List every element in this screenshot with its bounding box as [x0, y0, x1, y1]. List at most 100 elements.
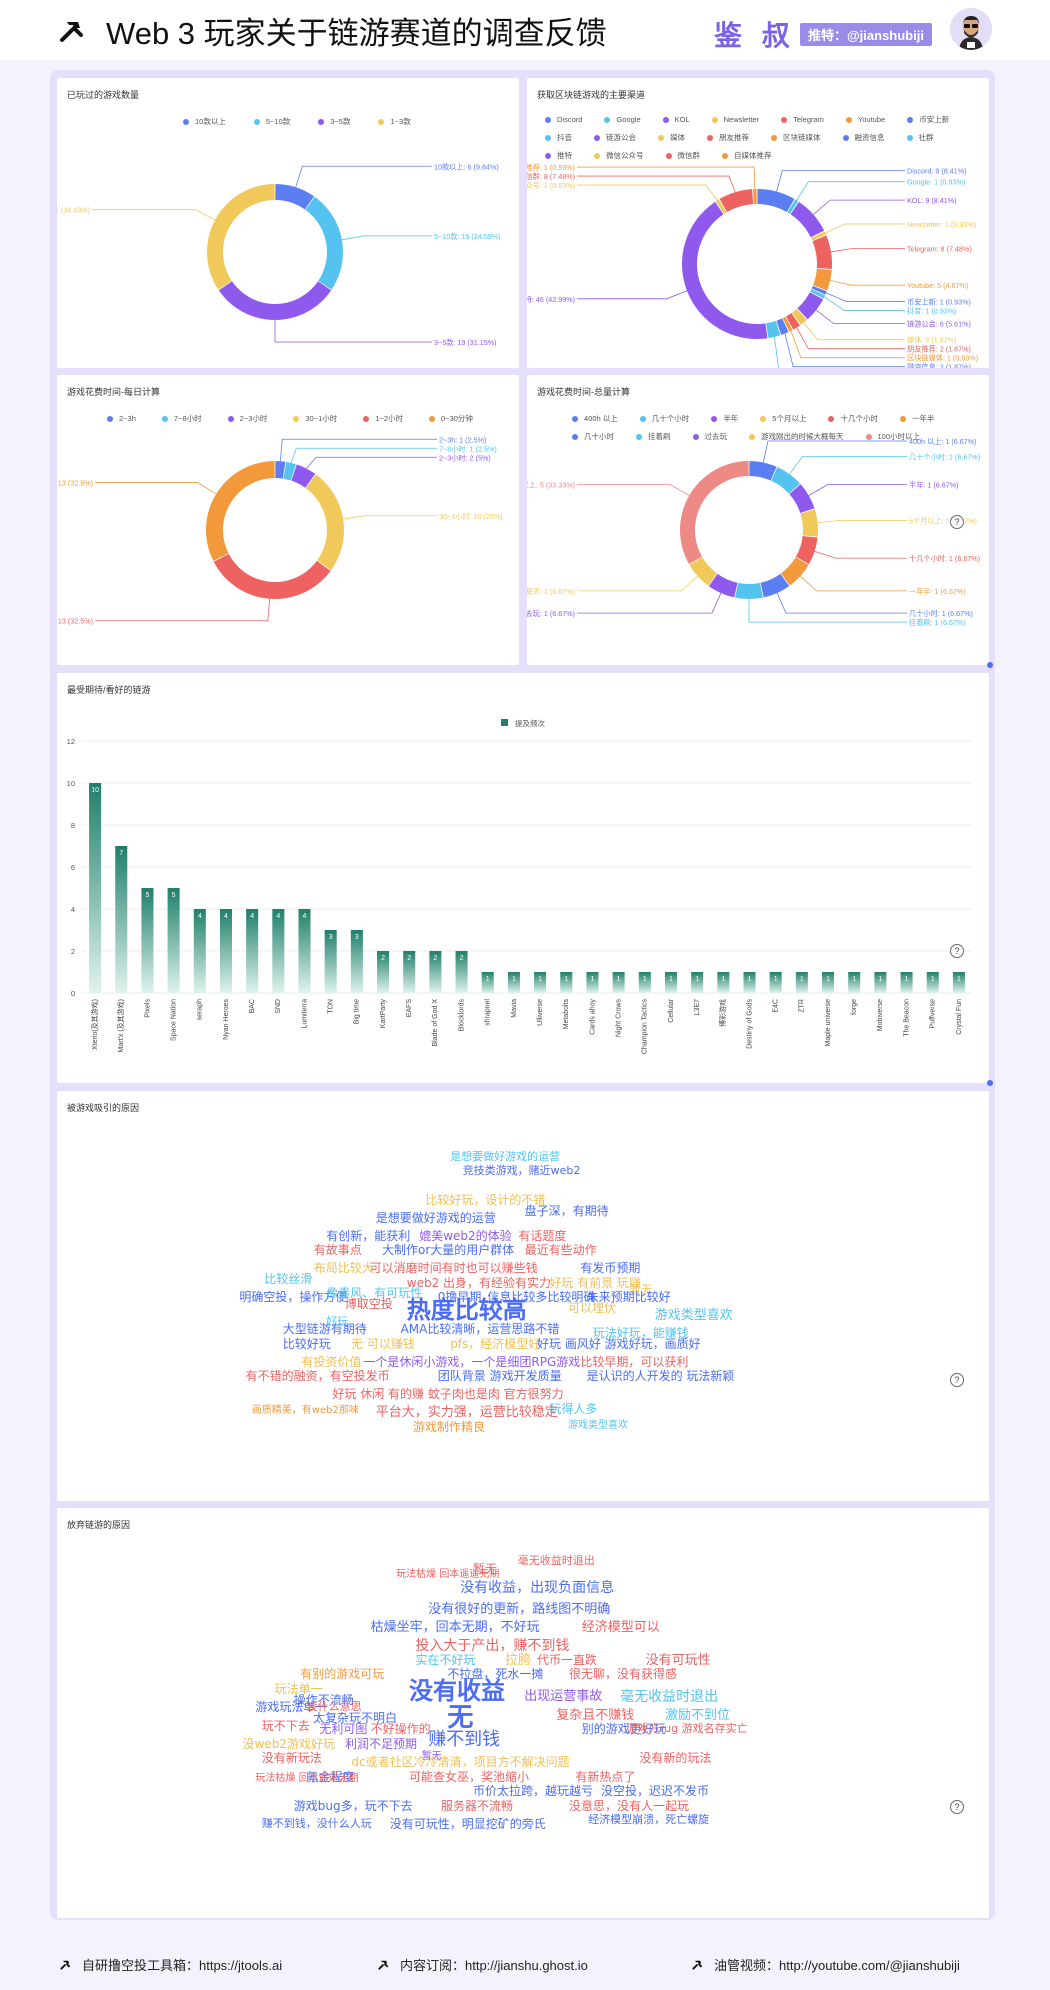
legend-item[interactable]: 几十个小时 — [639, 413, 689, 424]
legend-item[interactable]: Telegram — [781, 114, 824, 125]
donut-slice[interactable] — [800, 509, 818, 537]
donut-slice[interactable] — [782, 316, 793, 332]
bar[interactable] — [586, 972, 599, 993]
legend-item[interactable]: 币安上新 — [907, 114, 949, 125]
donut-slice[interactable] — [786, 313, 801, 330]
legend-item[interactable]: 7~8小时 — [161, 413, 202, 424]
legend-item[interactable]: 链游公会 — [594, 132, 636, 143]
bar[interactable] — [795, 972, 808, 993]
help-icon[interactable]: ? — [950, 1800, 964, 1814]
bar[interactable] — [298, 909, 311, 993]
twitter-handle-badge[interactable]: 推特：@jianshubiji — [800, 23, 932, 46]
legend-item[interactable]: 微信群 — [665, 150, 700, 161]
bar[interactable] — [455, 951, 468, 993]
bar[interactable] — [822, 972, 835, 993]
bar[interactable] — [638, 972, 651, 993]
bar[interactable] — [141, 888, 154, 993]
donut-slice[interactable] — [812, 235, 832, 270]
bar[interactable] — [272, 909, 285, 993]
donut-slice[interactable] — [811, 231, 827, 241]
bar[interactable] — [115, 846, 128, 993]
donut-slice[interactable] — [776, 318, 789, 335]
donut-slice[interactable] — [283, 461, 296, 481]
bar[interactable] — [874, 972, 887, 993]
legend-item[interactable]: 挂着刷 — [636, 431, 671, 442]
donut-slice[interactable] — [305, 474, 344, 571]
legend-item[interactable]: 社群 — [906, 132, 934, 143]
donut-slice[interactable] — [771, 467, 800, 494]
donut-slice[interactable] — [735, 582, 763, 599]
legend-item[interactable]: 400h 以上 — [572, 413, 618, 424]
bar[interactable] — [89, 783, 102, 993]
legend-item[interactable]: 几十小时 — [572, 431, 614, 442]
legend-item[interactable]: KOL — [662, 114, 690, 125]
legend-item[interactable]: 融资信息 — [842, 132, 885, 143]
legend-item[interactable]: 推特 — [545, 150, 572, 161]
footer-link-youtube[interactable]: 油管视频：http://youtube.com/@jianshubiji — [690, 1955, 960, 1974]
donut-slice[interactable] — [791, 308, 807, 325]
donut-slice[interactable] — [708, 573, 738, 598]
bar[interactable] — [691, 972, 704, 993]
legend-item[interactable]: 十几个小时 — [828, 413, 878, 424]
donut-slice[interactable] — [719, 189, 754, 213]
bar[interactable] — [717, 972, 730, 993]
donut-slice[interactable] — [789, 484, 815, 514]
legend-item[interactable]: 5~10款 — [253, 116, 290, 127]
bar[interactable] — [769, 972, 782, 993]
donut-slice[interactable] — [680, 461, 749, 565]
donut-slice[interactable] — [811, 285, 827, 295]
legend-item[interactable]: 2~3小时 — [227, 413, 267, 424]
bar[interactable] — [377, 951, 390, 993]
bar[interactable] — [481, 972, 494, 993]
donut-slice[interactable] — [206, 184, 275, 290]
legend-item[interactable]: 1~2小时 — [363, 413, 403, 424]
donut-slice[interactable] — [715, 199, 727, 214]
legend-item[interactable]: 30~1小时 — [293, 413, 337, 424]
bar[interactable] — [193, 909, 206, 993]
legend-item[interactable]: 过去玩 — [692, 431, 727, 442]
bar[interactable] — [664, 972, 677, 993]
donut-slice[interactable] — [766, 321, 781, 339]
donut-slice[interactable] — [291, 464, 316, 488]
bar[interactable] — [246, 909, 259, 993]
donut-slice[interactable] — [810, 289, 826, 299]
donut-slice[interactable] — [757, 189, 795, 213]
bar[interactable] — [167, 888, 180, 993]
bar[interactable] — [507, 972, 520, 993]
help-icon[interactable]: ? — [950, 515, 964, 529]
legend-item[interactable]: Discord — [545, 114, 582, 125]
legend-item[interactable]: Google — [604, 114, 641, 125]
donut-slice[interactable] — [749, 461, 777, 481]
donut-slice[interactable] — [275, 461, 286, 479]
bar[interactable] — [743, 972, 756, 993]
donut-slice[interactable] — [213, 553, 331, 599]
donut-slice[interactable] — [753, 189, 757, 205]
bar[interactable] — [219, 909, 232, 993]
legend-item[interactable]: 3~5款 — [318, 116, 350, 127]
bar[interactable] — [560, 972, 573, 993]
bar[interactable] — [350, 930, 363, 993]
legend-item[interactable]: 区块链媒体 — [771, 132, 821, 143]
donut-slice[interactable] — [787, 199, 799, 214]
donut-slice[interactable] — [813, 268, 832, 291]
legend-item[interactable]: 抖音 — [545, 132, 572, 143]
donut-slice[interactable] — [781, 557, 809, 586]
donut-slice[interactable] — [689, 557, 717, 586]
donut-slice[interactable] — [790, 201, 825, 238]
footer-link-tools[interactable]: 自研撸空投工具箱：https://jtools.ai — [58, 1955, 282, 1974]
legend-item[interactable]: 微信公众号 — [594, 150, 644, 161]
donut-slice[interactable] — [760, 573, 790, 598]
legend-item[interactable]: 自媒体推荐 — [722, 150, 772, 161]
donut-slice[interactable] — [206, 461, 275, 561]
legend-item[interactable]: Newsletter — [711, 114, 759, 125]
bar[interactable] — [612, 972, 625, 993]
help-icon[interactable]: ? — [950, 1373, 964, 1387]
bar[interactable] — [534, 972, 547, 993]
bar[interactable] — [848, 972, 861, 993]
legend-item[interactable]: 游戏刚出的时候大概每天 — [749, 431, 844, 442]
legend-item[interactable]: 1~3款 — [378, 116, 411, 127]
bar[interactable] — [952, 972, 965, 993]
legend-item[interactable]: 朋友推荐 — [707, 132, 749, 143]
legend-item[interactable]: 10款以上 — [183, 116, 226, 127]
bar[interactable] — [900, 972, 913, 993]
